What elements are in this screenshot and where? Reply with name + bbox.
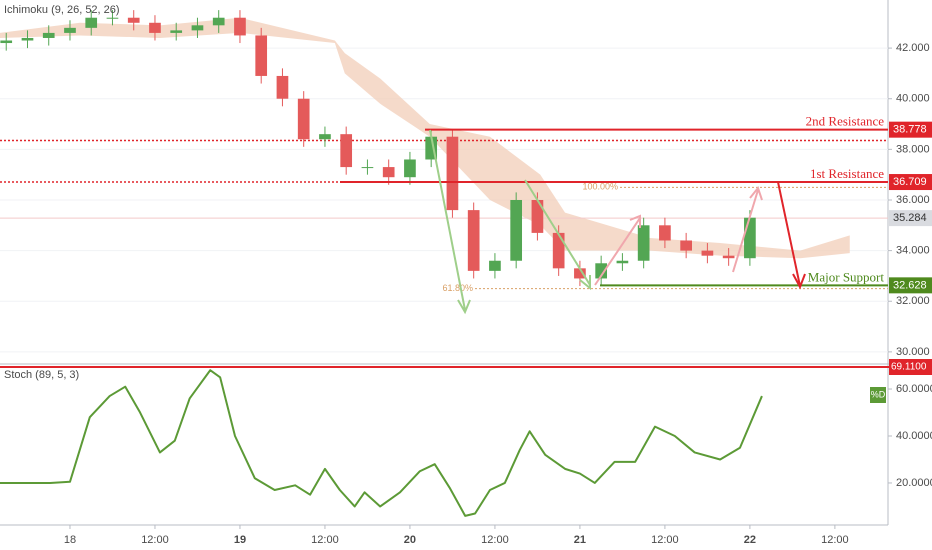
candle-body — [21, 37, 34, 41]
candle-body — [616, 260, 629, 264]
x-tick-label: 12:00 — [651, 534, 679, 546]
candle-body — [170, 30, 183, 33]
price-tag — [889, 210, 932, 227]
y-tick-label: 32.000 — [896, 295, 930, 307]
candle-body — [276, 75, 289, 99]
candle-body — [191, 25, 204, 31]
candle-body — [467, 210, 480, 271]
candle-body — [404, 159, 416, 178]
y-tick-label: 38.000 — [896, 143, 930, 155]
x-tick-label: 18 — [64, 534, 76, 546]
y-tick-label: 34.000 — [896, 245, 930, 257]
x-tick-label: 22 — [744, 534, 756, 546]
candle-body — [489, 260, 501, 271]
candle-body — [659, 225, 671, 241]
x-tick-label: 12:00 — [481, 534, 509, 546]
x-tick-label: 19 — [234, 534, 246, 546]
candle-body — [744, 217, 756, 259]
candle-body — [149, 22, 161, 33]
indicator-label: Ichimoku (9, 26, 52, 26) — [4, 4, 120, 16]
y-tick-label: 42.000 — [896, 42, 930, 54]
price-tag — [889, 121, 932, 138]
price-tag-label: 35.284 — [893, 212, 927, 224]
annotations — [429, 129, 806, 315]
x-tick-label: 12:00 — [821, 534, 849, 546]
candle-body — [595, 263, 608, 279]
candle-body — [361, 167, 374, 169]
candle-body — [0, 40, 13, 44]
y-tick-label: 30.000 — [896, 346, 930, 358]
level-label: 2nd Resistance — [806, 114, 885, 129]
candle-body — [234, 17, 246, 36]
candle-body — [297, 98, 310, 140]
x-tick-label: 12:00 — [311, 534, 339, 546]
candle-body — [319, 134, 331, 140]
stoch-line — [0, 369, 763, 517]
level-label: 1st Resistance — [810, 166, 884, 181]
y-tick-label: 60.0000 — [896, 383, 932, 395]
indicator-label: Stoch (89, 5, 3) — [4, 369, 79, 381]
price-tag-label: 32.628 — [893, 279, 927, 291]
candle-body — [127, 17, 140, 23]
price-tag-label: 38.778 — [893, 124, 927, 136]
badge-label: %D — [871, 389, 886, 399]
x-tick-label: 20 — [404, 534, 416, 546]
badge — [870, 387, 886, 403]
candle-body — [531, 199, 544, 233]
arrow — [429, 129, 471, 315]
candle-body — [340, 134, 353, 168]
price-tag-label: 36.709 — [893, 176, 927, 188]
candle-body — [42, 32, 55, 38]
candle-body — [64, 27, 76, 33]
fib-label: 61.80% — [442, 283, 473, 293]
price-tag — [889, 174, 932, 191]
arrow — [524, 179, 591, 291]
price-tag — [889, 359, 932, 375]
y-tick-label: 36.000 — [896, 194, 930, 206]
price-tag-label: 69.1100 — [891, 362, 927, 373]
candle-body — [701, 250, 714, 256]
candle-body — [722, 255, 735, 259]
candle-body — [574, 268, 586, 279]
candle-body — [510, 199, 523, 261]
y-tick-label: 40.0000 — [896, 430, 932, 442]
x-tick-label: 21 — [574, 534, 586, 546]
candle-body — [425, 136, 438, 160]
candle-body — [106, 17, 119, 19]
arrow — [732, 185, 763, 273]
candle-body — [382, 167, 395, 178]
candle-body — [85, 17, 98, 28]
candle-body — [446, 136, 459, 211]
candle-body — [212, 17, 225, 26]
y-tick-label: 20.0000 — [896, 477, 932, 489]
candle-body — [637, 225, 650, 261]
candle-body — [552, 232, 565, 269]
arrow — [594, 214, 641, 286]
candle-body — [680, 240, 692, 251]
arrow — [777, 181, 806, 290]
level-label: Major Support — [808, 269, 885, 284]
price-tag — [889, 277, 932, 294]
fib-label: 100.00% — [582, 182, 618, 192]
candle-body — [255, 35, 268, 76]
y-tick-label: 40.000 — [896, 93, 930, 105]
x-tick-label: 12:00 — [141, 534, 169, 546]
